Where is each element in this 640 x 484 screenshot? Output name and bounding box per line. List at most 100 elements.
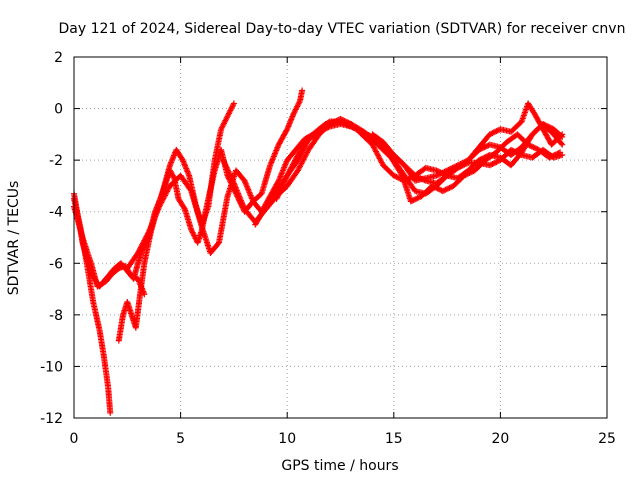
data-point — [299, 87, 306, 94]
data-point — [480, 155, 487, 162]
data-point — [436, 171, 443, 178]
data-point — [394, 174, 401, 181]
data-point — [170, 173, 177, 180]
data-point — [414, 173, 421, 180]
data-point — [433, 167, 440, 174]
data-point — [411, 196, 418, 203]
data-point — [348, 123, 355, 130]
data-point — [490, 160, 497, 167]
data-point — [416, 174, 423, 181]
data-point — [317, 128, 324, 135]
data-point — [441, 187, 448, 194]
data-point — [412, 172, 419, 179]
data-point — [396, 175, 403, 182]
data-point — [421, 177, 428, 184]
data-point — [418, 175, 425, 182]
data-point — [488, 130, 495, 137]
data-point — [486, 131, 493, 138]
data-point — [324, 124, 331, 131]
data-point — [393, 173, 400, 180]
x-axis-label: GPS time / hours — [281, 458, 398, 474]
grid — [74, 57, 607, 418]
data-point — [533, 145, 540, 152]
data-point — [439, 188, 446, 195]
data-point — [417, 175, 424, 182]
data-point — [517, 151, 524, 158]
data-point — [420, 176, 427, 183]
data-point — [480, 144, 487, 151]
data-point — [353, 126, 360, 133]
data-point — [437, 170, 444, 177]
data-point — [441, 168, 448, 175]
data-point — [107, 409, 114, 416]
data-point — [407, 198, 414, 205]
data-point — [438, 170, 445, 177]
data-point — [318, 127, 325, 134]
data-point — [443, 186, 450, 193]
data-point — [435, 186, 442, 193]
data-point — [390, 172, 397, 179]
data-point — [316, 128, 323, 135]
data-point — [414, 195, 421, 202]
data-point — [486, 162, 493, 169]
data-point — [442, 186, 449, 193]
data-point — [508, 146, 515, 153]
data-point — [413, 195, 420, 202]
data-point — [433, 172, 440, 179]
data-point — [484, 153, 491, 160]
data-point — [440, 169, 447, 176]
data-point — [362, 130, 369, 137]
data-point — [392, 173, 399, 180]
data-point — [144, 230, 151, 237]
data-point — [325, 124, 332, 131]
y-axis-label: SDTVAR / TECUs — [6, 181, 22, 296]
data-point — [490, 129, 497, 136]
y-tick-label: -4 — [49, 205, 63, 221]
data-point — [350, 124, 357, 131]
data-point — [398, 176, 405, 183]
data-point — [558, 132, 565, 139]
x-tick-label: 0 — [70, 431, 79, 447]
data-point — [489, 130, 496, 137]
data-point — [530, 144, 537, 151]
data-point — [559, 141, 566, 148]
y-tick-label: 2 — [54, 50, 63, 66]
data-point — [352, 125, 359, 132]
plot-frame — [73, 56, 608, 419]
series-track-h — [273, 100, 566, 202]
data-point — [283, 127, 290, 134]
data-point — [321, 126, 328, 133]
data-point — [493, 128, 500, 135]
chart-title: Day 121 of 2024, Sidereal Day-to-day VTE… — [59, 21, 626, 37]
x-tick-label: 5 — [176, 431, 185, 447]
data-point — [559, 131, 566, 138]
data-points — [71, 87, 566, 416]
data-point — [230, 100, 237, 107]
data-point — [320, 126, 327, 133]
data-point — [493, 159, 500, 166]
ticks: 0 5 10 15 20 25 -12 -10 -8 -6 -4 -2 0 2 — [40, 50, 616, 447]
data-point — [434, 171, 441, 178]
data-point — [476, 146, 483, 153]
data-point — [397, 175, 404, 182]
data-point — [415, 194, 422, 201]
data-point — [447, 184, 454, 191]
data-point — [357, 128, 364, 135]
data-point — [446, 184, 453, 191]
data-point — [410, 197, 417, 204]
data-point — [531, 144, 538, 151]
data-point — [494, 127, 501, 134]
data-point — [413, 173, 420, 180]
data-point — [356, 127, 363, 134]
y-tick-label: -8 — [49, 308, 63, 324]
data-point — [558, 140, 565, 147]
data-point — [478, 145, 485, 152]
data-point — [484, 142, 491, 149]
data-point — [360, 129, 367, 136]
data-point — [181, 204, 188, 211]
data-point — [482, 153, 489, 160]
data-point — [488, 161, 495, 168]
